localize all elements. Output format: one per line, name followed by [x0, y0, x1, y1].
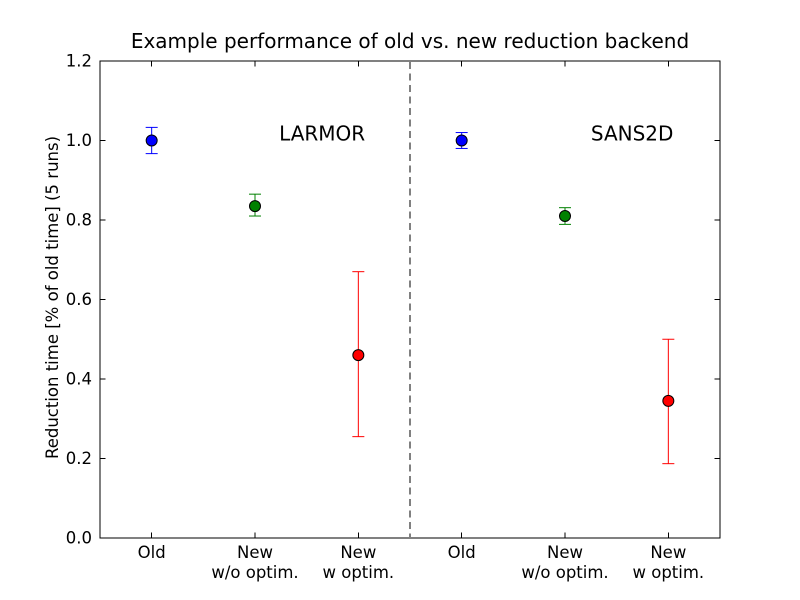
y-tick-label: 0.6 [66, 290, 92, 309]
x-tick-label: Old [138, 543, 166, 562]
y-tick-label: 0.0 [66, 529, 92, 548]
chart-title: Example performance of old vs. new reduc… [130, 29, 690, 53]
x-tick-label: w optim. [322, 563, 394, 582]
x-tick-label: New [340, 543, 376, 562]
y-tick-label: 0.8 [66, 211, 92, 230]
x-tick-label: w/o optim. [211, 563, 298, 582]
y-tick-label: 1.0 [66, 131, 92, 150]
group-label: LARMOR [279, 122, 365, 146]
y-tick-label: 0.2 [66, 449, 92, 468]
group-label: SANS2D [591, 122, 674, 146]
data-point-marker [249, 200, 261, 213]
plot-frame [99, 60, 721, 539]
data-point-marker [559, 210, 571, 223]
data-point-marker [455, 134, 468, 147]
y-tick-label: 0.4 [66, 370, 92, 389]
x-tick-label: New [547, 543, 583, 562]
x-tick-label: w optim. [632, 563, 704, 582]
x-tick-label: New [650, 543, 686, 562]
x-tick-label: w/o optim. [521, 563, 608, 582]
y-tick-label: 1.2 [66, 52, 92, 71]
data-point-marker [352, 349, 365, 362]
data-point-marker [145, 134, 158, 147]
x-tick-label: Old [448, 543, 476, 562]
data-point-marker [662, 394, 675, 407]
x-tick-label: New [237, 543, 273, 562]
